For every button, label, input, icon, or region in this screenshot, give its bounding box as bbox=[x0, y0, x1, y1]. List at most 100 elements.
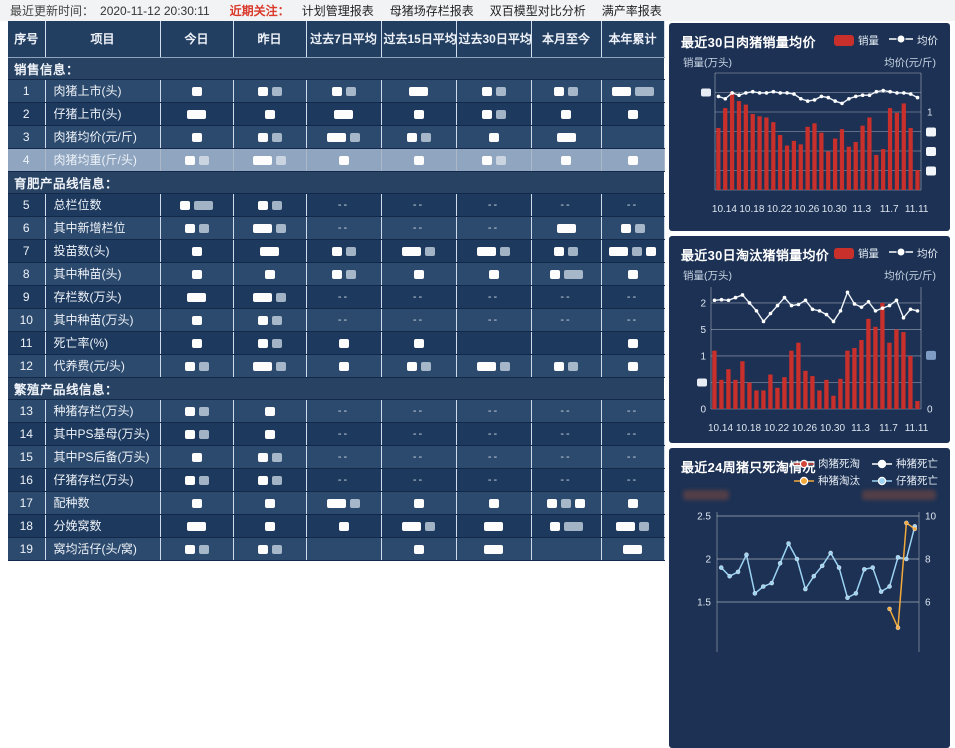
line-point bbox=[803, 298, 808, 303]
line-point bbox=[840, 101, 844, 106]
redacted-value-block bbox=[402, 246, 421, 256]
line-point bbox=[754, 309, 759, 313]
menu-item-4[interactable]: 满产率报表 bbox=[601, 4, 662, 18]
value-cell bbox=[531, 537, 602, 561]
legend-item-line[interactable]: 均价 bbox=[889, 33, 938, 48]
line-point bbox=[880, 306, 885, 311]
value-cell: -- bbox=[456, 445, 532, 469]
row-number: 12 bbox=[8, 354, 46, 378]
redacted-value-block bbox=[338, 521, 349, 531]
chart-card-pig-sales: 最近30日肉猪销量均价 销量 均价 销量(万头) 均价(元/斤) 10.14 10.18 10… bbox=[669, 23, 950, 231]
menu-item-3[interactable]: 双百模型对比分析 bbox=[489, 4, 586, 18]
line-point bbox=[737, 93, 741, 98]
table-row-2[interactable]: 2 仔猪上市(头) bbox=[8, 102, 665, 126]
table-row-15[interactable]: 15 其中PS后备(万头) -- -- -- -- -- bbox=[8, 445, 665, 469]
bar bbox=[894, 329, 899, 409]
legend-item-line[interactable]: 均价 bbox=[889, 246, 938, 261]
table-row-5[interactable]: 5 总栏位数 -- -- -- -- -- bbox=[8, 193, 665, 217]
value-cell bbox=[456, 148, 532, 172]
line-dot-icon bbox=[889, 34, 913, 44]
redacted-value-block bbox=[184, 544, 195, 554]
row-number: 5 bbox=[8, 193, 46, 217]
row-number: 15 bbox=[8, 445, 46, 469]
table-row-9[interactable]: 9 存栏数(万头) -- -- -- -- -- bbox=[8, 285, 665, 309]
legend-item-bar[interactable]: 销量 bbox=[834, 33, 879, 48]
value-cell bbox=[160, 239, 234, 263]
redacted-value-block bbox=[561, 155, 571, 165]
series-point bbox=[769, 580, 775, 586]
y-axis-title-left: 销量(万头) bbox=[683, 57, 732, 69]
menu-item-2[interactable]: 母猪场存栏报表 bbox=[389, 4, 474, 18]
legend-item-4[interactable]: 仔猪死亡 bbox=[872, 473, 938, 488]
bar bbox=[778, 135, 783, 190]
value-cell bbox=[233, 514, 307, 538]
value-cell bbox=[233, 285, 307, 309]
bar bbox=[761, 390, 766, 409]
legend-item-1[interactable]: 肉猪死淘 bbox=[794, 456, 860, 471]
redacted-value-block bbox=[484, 544, 503, 554]
table-row-4[interactable]: 4 肉猪均重(斤/头) bbox=[8, 148, 665, 172]
table-row-3[interactable]: 3 肉猪均价(元/斤) bbox=[8, 125, 665, 149]
table-row-18[interactable]: 18 分娩窝数 bbox=[8, 514, 665, 538]
column-header-3: 今日 bbox=[160, 21, 234, 58]
bar bbox=[838, 378, 843, 409]
value-cell bbox=[456, 79, 532, 103]
table-row-14[interactable]: 14 其中PS基母(万头) -- -- -- -- -- bbox=[8, 422, 665, 446]
line-point bbox=[805, 99, 810, 103]
value-cell bbox=[601, 239, 665, 263]
value-cell: -- bbox=[306, 445, 382, 469]
redacted-value-block bbox=[345, 269, 356, 279]
row-number: 13 bbox=[8, 399, 46, 423]
value-cell bbox=[381, 331, 457, 355]
redacted-value-block bbox=[198, 475, 209, 485]
value-cell: -- bbox=[601, 308, 665, 332]
value-cell bbox=[160, 491, 234, 515]
value-cell bbox=[160, 285, 234, 309]
redacted-value-block bbox=[495, 109, 506, 119]
value-cell bbox=[233, 537, 307, 561]
section-label: 繁殖产品线信息： bbox=[8, 377, 664, 400]
axis-titles: 销量(万头) 均价(元/斤) bbox=[681, 268, 938, 283]
redacted-value-block bbox=[547, 498, 557, 508]
row-number: 18 bbox=[8, 514, 46, 538]
legend-item-3[interactable]: 种猪淘汰 bbox=[794, 473, 860, 488]
bar bbox=[723, 108, 728, 190]
redacted-value-block bbox=[420, 361, 431, 371]
column-header-9: 本年累计 bbox=[601, 21, 665, 58]
redacted-value-block bbox=[257, 544, 268, 554]
bar bbox=[819, 132, 824, 190]
bar bbox=[812, 123, 817, 190]
value-cell bbox=[306, 514, 382, 538]
redacted-value-block bbox=[338, 361, 349, 371]
table-row-11[interactable]: 11 死亡率(%) bbox=[8, 331, 665, 355]
redacted-value-block bbox=[253, 223, 272, 233]
bar bbox=[789, 350, 794, 409]
table-row-8[interactable]: 8 其中种苗(头) bbox=[8, 262, 665, 286]
series-point bbox=[803, 586, 808, 592]
table-row-16[interactable]: 16 仔猪存栏(万头) -- -- -- -- -- bbox=[8, 468, 665, 492]
menu-item-1[interactable]: 计划管理报表 bbox=[301, 4, 374, 18]
table-row-19[interactable]: 19 窝均活仔(头/窝) bbox=[8, 537, 665, 561]
table-row-10[interactable]: 10 其中种苗(万头) -- -- -- -- -- bbox=[8, 308, 665, 332]
value-cell bbox=[456, 354, 532, 378]
bar bbox=[736, 101, 742, 190]
value-cell bbox=[306, 331, 382, 355]
redacted-axis-tick bbox=[697, 378, 707, 387]
line-point bbox=[867, 93, 872, 98]
table-row-13[interactable]: 13 种猪存栏(万头) -- -- -- -- -- bbox=[8, 399, 665, 423]
table-row-7[interactable]: 7 投苗数(头) bbox=[8, 239, 665, 263]
legend-item-bar[interactable]: 销量 bbox=[834, 246, 879, 261]
redacted-axis-tick bbox=[926, 350, 936, 360]
redacted-value-block bbox=[271, 475, 282, 485]
table-row-12[interactable]: 12 代养费(元/头) bbox=[8, 354, 665, 378]
value-cell bbox=[456, 537, 532, 561]
redacted-value-block bbox=[271, 338, 282, 348]
table-row-17[interactable]: 17 配种数 bbox=[8, 491, 665, 515]
table-row-1[interactable]: 1 肉猪上市(头) bbox=[8, 79, 665, 103]
legend-item-2[interactable]: 种猪死亡 bbox=[872, 456, 938, 471]
bar bbox=[768, 374, 773, 409]
line-point bbox=[845, 290, 850, 295]
table-row-6[interactable]: 6 其中新增栏位 -- -- -- bbox=[8, 216, 665, 240]
value-cell bbox=[160, 148, 234, 172]
line-point bbox=[838, 309, 843, 313]
